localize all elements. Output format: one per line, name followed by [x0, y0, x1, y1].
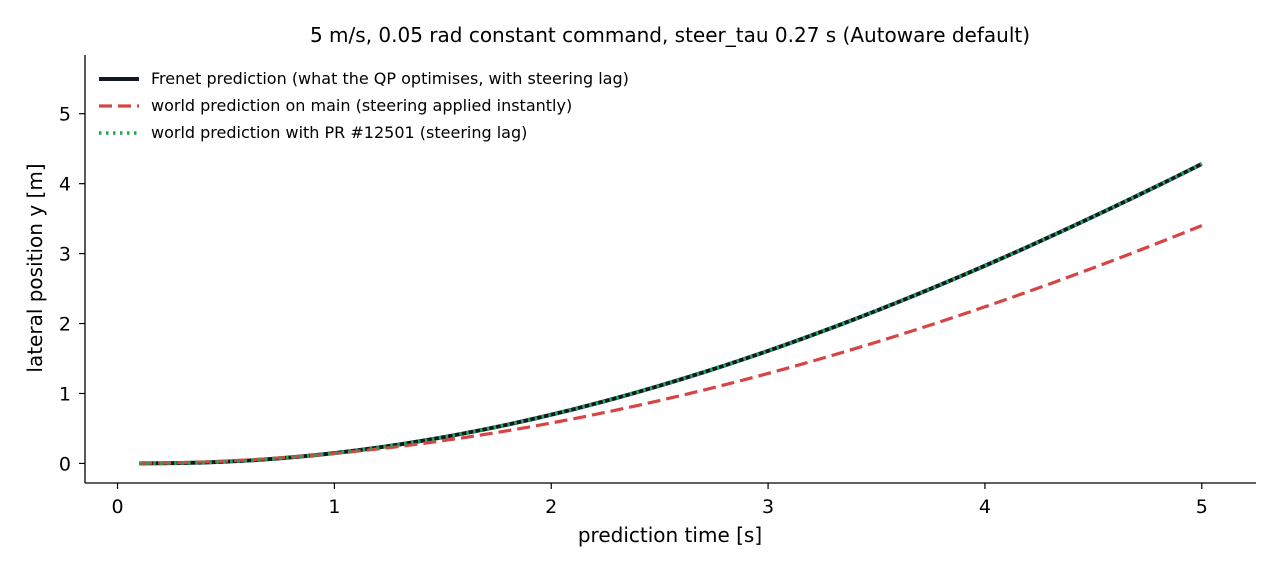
- y-tick-label: 1: [59, 383, 71, 405]
- legend-label-3: world prediction with PR #12501 (steerin…: [151, 123, 527, 142]
- x-axis-label: prediction time [s]: [578, 523, 762, 547]
- series-line-1: [139, 162, 1203, 466]
- series-line-3: [139, 162, 1203, 466]
- y-tick-label: 2: [59, 314, 71, 336]
- y-tick-label: 3: [59, 244, 71, 266]
- series-line-2: [139, 224, 1203, 465]
- legend-label-2: world prediction on main (steering appli…: [151, 96, 572, 115]
- x-tick-label: 5: [1196, 496, 1208, 518]
- legend: Frenet prediction (what the QP optimises…: [99, 69, 629, 142]
- x-tick-label: 2: [545, 496, 557, 518]
- x-tick-label: 0: [111, 496, 123, 518]
- y-axis-label: lateral position y [m]: [23, 163, 47, 372]
- x-axis: 0 1 2 3 4 5: [85, 482, 1256, 518]
- y-tick-label: 5: [59, 104, 71, 126]
- x-tick-label: 3: [762, 496, 774, 518]
- plot-area: [139, 162, 1203, 466]
- x-tick-label: 1: [328, 496, 340, 518]
- y-tick-label: 4: [59, 174, 71, 196]
- y-axis: 0 1 2 3 4 5: [59, 55, 86, 483]
- chart-title: 5 m/s, 0.05 rad constant command, steer_…: [310, 23, 1030, 47]
- legend-label-1: Frenet prediction (what the QP optimises…: [151, 69, 629, 88]
- x-tick-label: 4: [979, 496, 991, 518]
- y-tick-label: 0: [59, 453, 71, 475]
